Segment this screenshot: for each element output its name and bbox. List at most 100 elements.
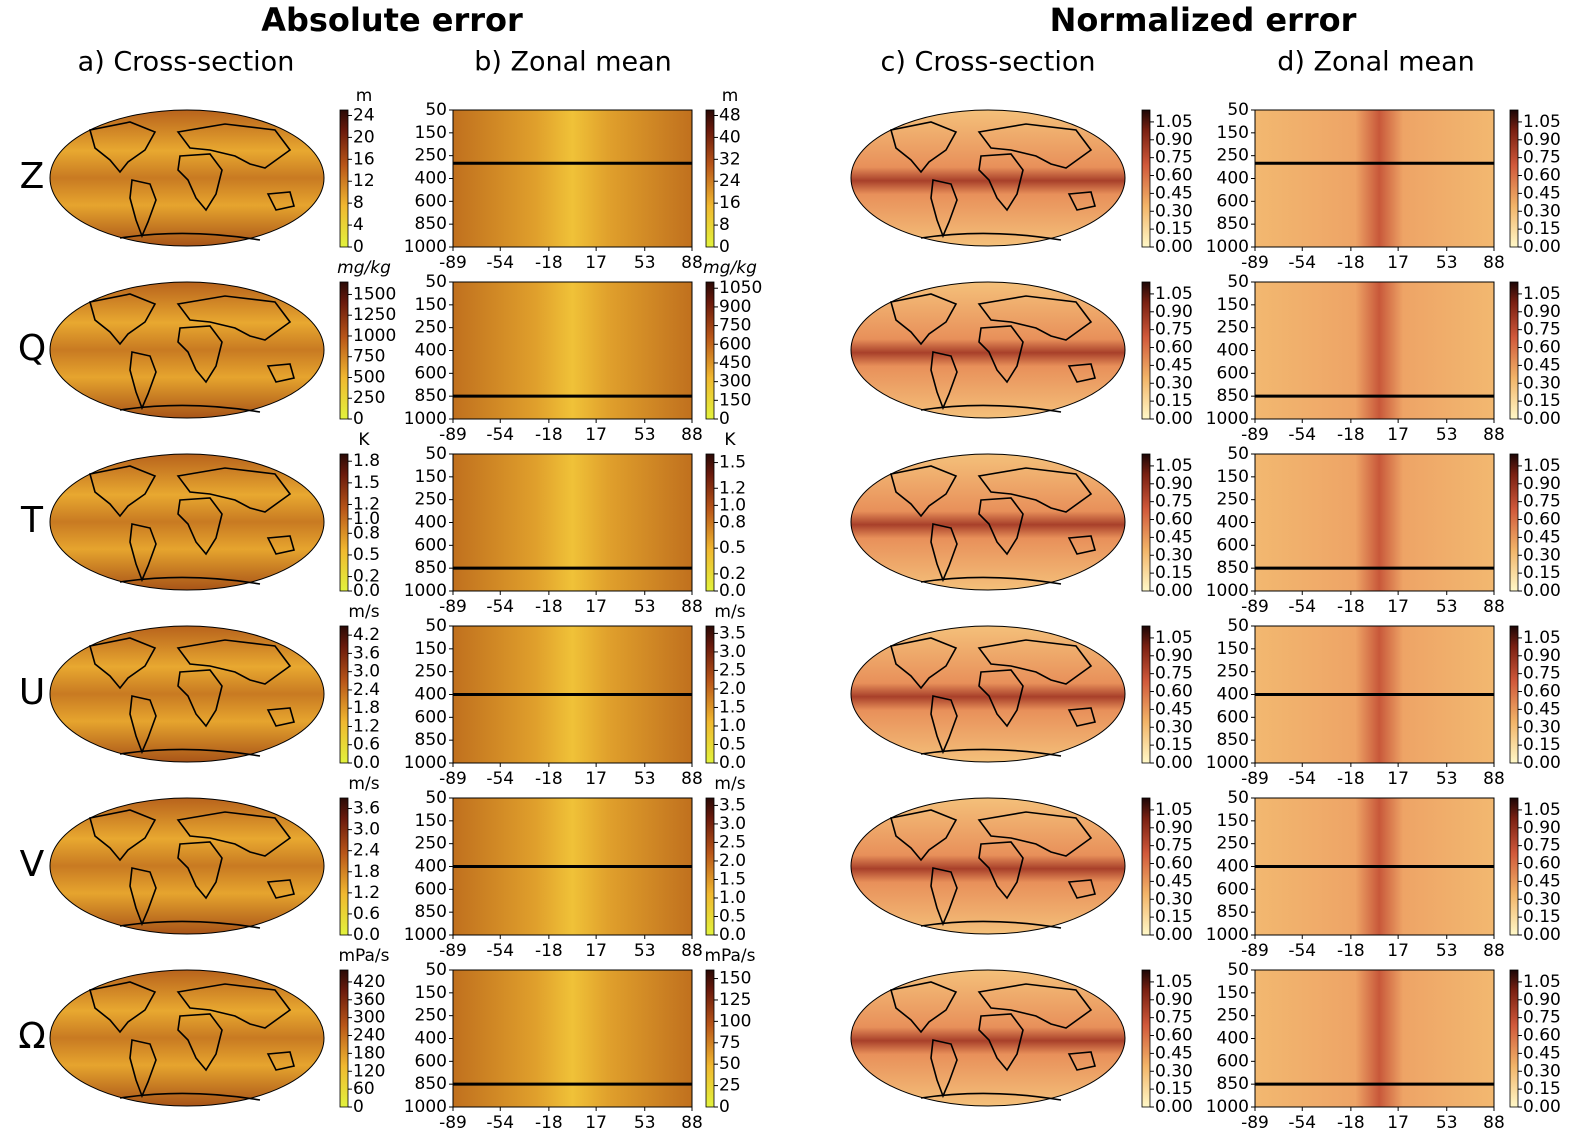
colorbar-tick-label: 1.05	[1523, 456, 1561, 476]
colorbar-unit: K	[724, 430, 736, 450]
colorbar	[1510, 970, 1518, 1107]
panel-title: a) Cross-section	[78, 47, 295, 78]
colorbar-tick-label: 8	[353, 193, 364, 213]
colorbar-tick-label: 3.0	[353, 820, 380, 840]
colorbar-tick-label: 0.00	[1523, 581, 1561, 601]
y-tick-label: 400	[1217, 1029, 1249, 1049]
x-tick-label: -89	[439, 1113, 467, 1133]
colorbar-tick-label: 0.30	[1523, 889, 1561, 909]
x-tick-label: -89	[439, 769, 467, 789]
y-tick-label: 850	[1217, 730, 1249, 750]
colorbar-tick-label: 4	[353, 215, 364, 235]
x-tick-label: 17	[1387, 1113, 1409, 1133]
colorbar-tick-label: 2.4	[353, 841, 380, 861]
colorbar-tick-label: 0.60	[1155, 854, 1193, 874]
colorbar-tick-label: 300	[719, 372, 751, 392]
colorbar	[340, 454, 348, 591]
colorbar-unit: mPa/s	[704, 946, 755, 966]
y-tick-label: 600	[415, 879, 447, 899]
colorbar-tick-label: 0.00	[1155, 409, 1193, 429]
colorbar-tick-label: 0.60	[1155, 338, 1193, 358]
colorbar	[706, 798, 714, 935]
colorbar-tick-label: 0.30	[1155, 373, 1193, 393]
y-tick-label: 150	[1217, 983, 1249, 1003]
colorbar-tick-label: 125	[719, 990, 751, 1010]
colorbar-tick-label: 1.05	[1155, 456, 1193, 476]
colorbar-tick-label: 0.30	[1523, 201, 1561, 221]
y-tick-label: 150	[1217, 295, 1249, 315]
y-tick-label: 250	[415, 662, 447, 682]
colorbar-tick-label: 500	[353, 367, 385, 387]
colorbar-tick-label: 0	[719, 409, 730, 429]
x-tick-label: -18	[1337, 597, 1365, 617]
colorbar-tick-label: 2.4	[353, 680, 380, 700]
colorbar-tick-label: 0.90	[1155, 818, 1193, 838]
colorbar-tick-label: 1.2	[719, 478, 746, 498]
y-tick-label: 150	[1217, 467, 1249, 487]
colorbar-tick-label: 0.15	[1155, 391, 1193, 411]
colorbar-tick-label: 0.75	[1523, 1008, 1561, 1028]
y-tick-label: 600	[415, 535, 447, 555]
colorbar-tick-label: 150	[719, 390, 751, 410]
x-tick-label: 88	[681, 769, 703, 789]
colorbar-tick-label: 1.2	[353, 716, 380, 736]
colorbar-tick-label: 60	[353, 1079, 375, 1099]
y-tick-label: 250	[415, 1006, 447, 1026]
colorbar	[1510, 798, 1518, 935]
row-label: Ω	[18, 1016, 46, 1057]
x-tick-label: -18	[535, 597, 563, 617]
x-tick-label: 88	[681, 1113, 703, 1133]
colorbar-tick-label: 0.75	[1523, 664, 1561, 684]
colorbar-tick-label: 0.90	[1155, 990, 1193, 1010]
colorbar-tick-label: 0.30	[1523, 1061, 1561, 1081]
colorbar-tick-label: 3.5	[719, 623, 746, 643]
colorbar-tick-label: 1.05	[1523, 284, 1561, 304]
colorbar-tick-label: 0.15	[1155, 1079, 1193, 1099]
x-tick-label: -54	[486, 597, 514, 617]
y-tick-label: 400	[1217, 857, 1249, 877]
zonal-mean-field	[453, 282, 692, 419]
colorbar-tick-label: 1.05	[1155, 972, 1193, 992]
colorbar-tick-label: 0	[353, 237, 364, 257]
y-tick-label: 600	[1217, 363, 1249, 383]
colorbar	[1142, 970, 1150, 1107]
x-tick-label: -54	[1288, 253, 1316, 273]
colorbar-tick-label: 0.30	[1155, 201, 1193, 221]
colorbar-tick-label: 0.15	[1523, 1079, 1561, 1099]
row-label: T	[20, 500, 44, 541]
y-tick-label: 850	[1217, 902, 1249, 922]
colorbar-unit: m/s	[348, 774, 379, 794]
colorbar	[1142, 110, 1150, 247]
y-tick-label: 50	[425, 272, 447, 292]
x-tick-label: 17	[585, 597, 607, 617]
colorbar-tick-label: 3.0	[353, 662, 380, 682]
colorbar-tick-label: 0.30	[1155, 717, 1193, 737]
y-tick-label: 250	[1217, 490, 1249, 510]
colorbar-tick-label: 0.8	[719, 513, 746, 533]
colorbar	[340, 282, 348, 419]
panel-title: d) Zonal mean	[1277, 47, 1475, 78]
row-label: Z	[20, 156, 45, 197]
x-tick-label: 88	[1483, 597, 1505, 617]
y-tick-label: 600	[1217, 707, 1249, 727]
colorbar-tick-label: 48	[719, 105, 741, 125]
x-tick-label: -18	[1337, 253, 1365, 273]
colorbar-tick-label: 0.30	[1155, 545, 1193, 565]
colorbar-tick-label: 0.00	[1523, 753, 1561, 773]
x-tick-label: -54	[1288, 1113, 1316, 1133]
x-tick-label: 88	[681, 253, 703, 273]
colorbar-tick-label: 0	[719, 237, 730, 257]
y-tick-label: 600	[415, 363, 447, 383]
colorbar	[340, 970, 348, 1107]
zonal-mean-field	[1255, 454, 1494, 591]
x-tick-label: 17	[585, 1113, 607, 1133]
colorbar-tick-label: 0.6	[353, 904, 380, 924]
colorbar-tick-label: 0.0	[719, 925, 746, 945]
x-tick-label: 53	[634, 1113, 656, 1133]
colorbar-tick-label: 0.60	[1523, 510, 1561, 530]
colorbar-tick-label: 0.90	[1155, 646, 1193, 666]
colorbar-tick-label: 8	[719, 215, 730, 235]
y-tick-label: 150	[415, 467, 447, 487]
colorbar-tick-label: 1.05	[1523, 112, 1561, 132]
x-tick-label: -54	[1288, 941, 1316, 961]
